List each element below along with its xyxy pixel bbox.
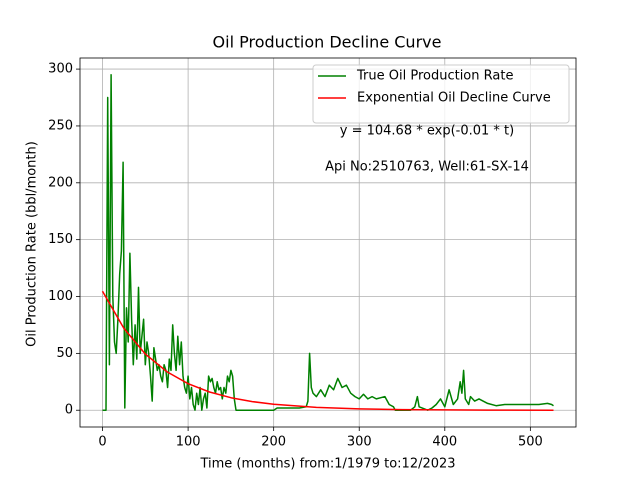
data-line — [102, 74, 554, 411]
y-tick-label: 300 — [48, 62, 73, 77]
x-axis-label: Time (months) from:1/1979 to:12/2023 — [199, 457, 455, 472]
annotation: y = 104.68 * exp(-0.01 * t) — [340, 124, 514, 139]
legend-label: Exponential Oil Decline Curve — [357, 91, 551, 106]
legend-box — [312, 64, 570, 124]
x-tick-label: 500 — [518, 435, 543, 450]
data-line — [101, 290, 554, 411]
y-tick-label: 150 — [48, 232, 73, 247]
x-tick-label: 200 — [261, 435, 286, 450]
y-tick-label: 50 — [56, 346, 73, 361]
y-axis-label: Oil Production Rate (bbl/month) — [25, 141, 40, 347]
y-tick-label: 100 — [48, 289, 73, 304]
annotation: Api No:2510763, Well:61-SX-14 — [325, 160, 529, 175]
chart-title: Oil Production Decline Curve — [213, 33, 442, 52]
x-tick-label: 400 — [432, 435, 457, 450]
x-tick-label: 100 — [176, 435, 201, 450]
y-tick-label: 0 — [65, 403, 73, 418]
legend-label: True Oil Production Rate — [356, 69, 513, 84]
y-tick-label: 250 — [48, 118, 73, 133]
y-tick-label: 200 — [48, 175, 73, 190]
x-tick-label: 300 — [347, 435, 372, 450]
x-tick-label: 0 — [98, 435, 106, 450]
plot-frame — [79, 57, 577, 428]
